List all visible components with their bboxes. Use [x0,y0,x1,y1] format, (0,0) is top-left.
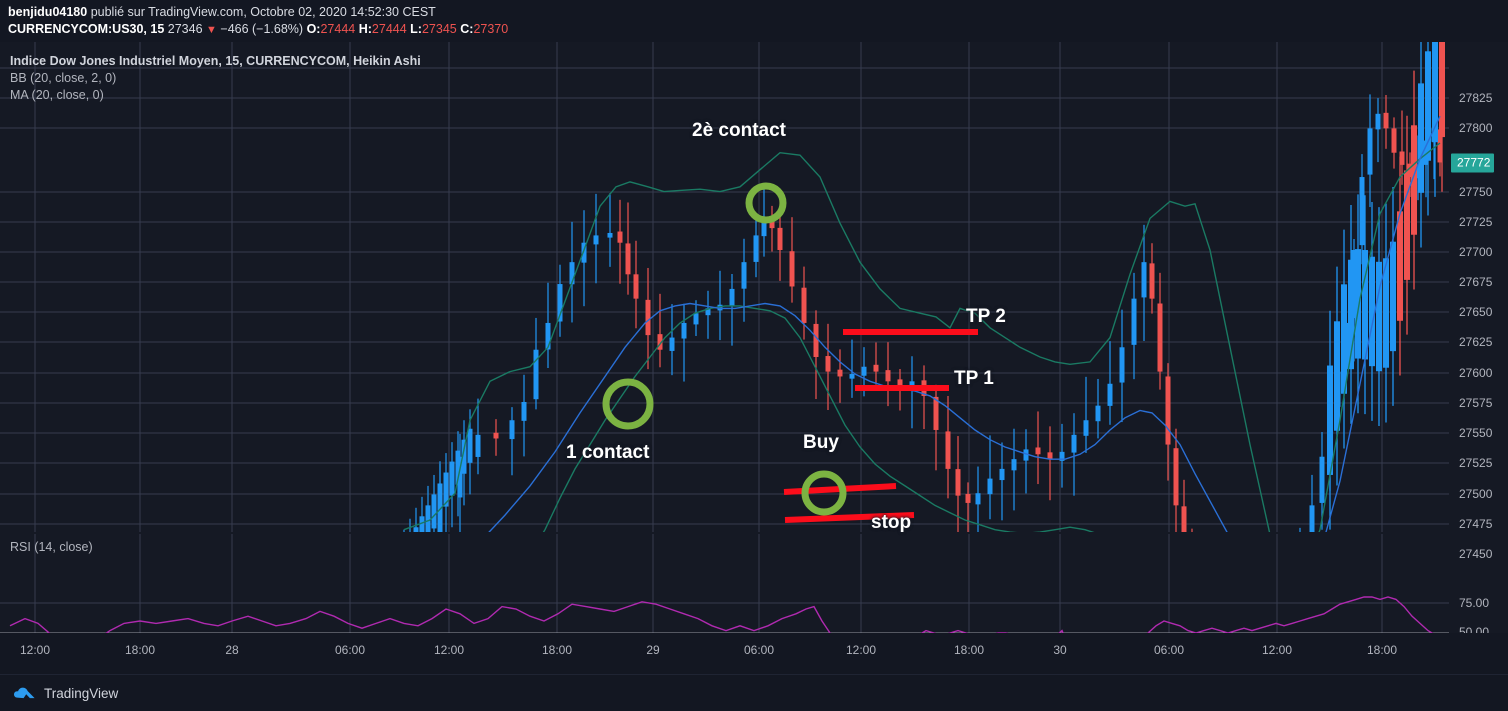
close-label: C: [460,22,474,36]
symbol-name: CURRENCYCOM:US30, 15 [8,22,165,36]
price-tick-label: 27625 [1459,335,1493,349]
price-pane[interactable]: Indice Dow Jones Industriel Moyen, 15, C… [0,42,1449,532]
contact-circle [801,470,847,516]
price-chart-svg[interactable] [0,42,1449,532]
price-tick-label: 27575 [1459,396,1493,410]
current-price-badge[interactable]: 27772 [1451,153,1495,173]
price-tick-label: 27800 [1459,121,1493,135]
price-tick-label: 27725 [1459,215,1493,229]
contact-markers [602,182,847,516]
publication-text: publié sur TradingView.com, Octobre 02, … [90,5,436,19]
footer-bar: TradingView [0,675,1508,711]
time-tick-label: 12:00 [1261,643,1293,657]
time-tick-label: 18:00 [124,643,156,657]
price-tick-label: 27700 [1459,245,1493,259]
price-tick-label: 27825 [1459,91,1493,105]
price-scale[interactable]: 27825 27800 27750 27725 27700 27675 27650 27625… [1449,42,1508,675]
time-tick-label: 18:00 [1366,643,1398,657]
price-grid [0,42,1449,532]
contact-circle [745,182,787,224]
open-value: 27444 [320,22,356,36]
time-scale[interactable]: 12:00 18:00 28 06:00 12:00 18:00 29 06:00 12:00 1… [0,633,1508,675]
time-tick-label: 12:00 [845,643,877,657]
open-label: O: [306,22,321,36]
header-bar: benjidu04180 publié sur TradingView.com,… [0,0,1508,42]
bollinger-upper-band [403,142,1441,532]
tradingview-brand-label: TradingView [44,685,119,701]
footer-divider [0,674,1508,675]
publication-line: benjidu04180 publié sur TradingView.com,… [8,4,1508,21]
time-tick-label: 30 [1053,643,1067,657]
high-value: 27444 [371,22,407,36]
high-label: H: [358,22,372,36]
time-tick-label: 12:00 [19,643,51,657]
time-tick-label: 12:00 [433,643,465,657]
last-price: 27346 [167,22,203,36]
moving-average-line [488,115,1441,532]
price-tick-label: 27550 [1459,426,1493,440]
price-tick-label: 27525 [1459,456,1493,470]
contact-circle [602,378,654,430]
time-tick-label: 06:00 [334,643,366,657]
time-tick-label: 28 [225,643,239,657]
price-tick-label: 27600 [1459,366,1493,380]
low-label: L: [410,22,422,36]
price-tick-label: 27450 [1459,547,1493,561]
price-tick-label: 27675 [1459,275,1493,289]
close-value: 27370 [473,22,509,36]
tradingview-logo-icon [14,687,35,699]
bollinger-lower-band [542,305,1095,532]
author-username: benjidu04180 [8,5,88,19]
chart-area[interactable]: Indice Dow Jones Industriel Moyen, 15, C… [0,42,1508,675]
time-tick-label: 29 [646,643,660,657]
rsi-tick-label: 75.00 [1459,596,1490,610]
trade-level-stop [784,512,915,523]
price-tick-label: 27750 [1459,185,1493,199]
down-arrow-icon: ▼ [206,24,217,36]
price-tick-label: 27475 [1459,517,1493,531]
price-tick-label: 27650 [1459,305,1493,319]
candlestick-series [403,42,1445,532]
time-tick-label: 18:00 [541,643,573,657]
price-tick-label: 27500 [1459,487,1493,501]
symbol-quote-line: CURRENCYCOM:US30, 15 27346 ▼ −466 (−1.68… [8,21,1508,39]
low-value: 27345 [421,22,457,36]
time-tick-label: 06:00 [743,643,775,657]
price-change: −466 (−1.68%) [220,22,304,36]
time-tick-label: 18:00 [953,643,985,657]
time-tick-label: 06:00 [1153,643,1185,657]
